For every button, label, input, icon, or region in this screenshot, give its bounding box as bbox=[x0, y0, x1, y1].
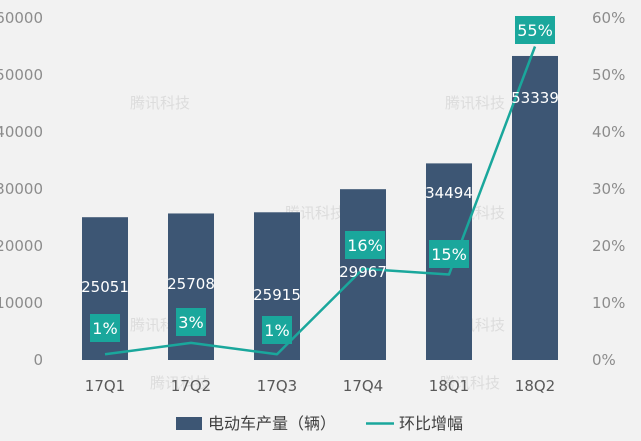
bar-value-label-18Q2: 53339 bbox=[511, 89, 559, 107]
watermark-1: 腾讯科技 bbox=[130, 94, 190, 112]
legend: 电动车产量（辆） 环比增幅 bbox=[176, 414, 463, 433]
growth-label-box-17Q2 bbox=[176, 308, 206, 336]
bars bbox=[82, 55, 558, 360]
growth-label-18Q2: 55% bbox=[517, 21, 553, 40]
right-tick-5: 50% bbox=[592, 66, 625, 84]
bar-value-label-17Q1: 25051 bbox=[81, 278, 129, 296]
left-axis-ticks: 0 10000 20000 30000 40000 50000 60000 bbox=[0, 9, 43, 369]
left-tick-1: 10000 bbox=[0, 294, 43, 312]
watermark-7: 腾讯科技 bbox=[440, 374, 500, 392]
growth-label-18Q1: 15% bbox=[431, 245, 467, 264]
growth-label-box-18Q1 bbox=[429, 240, 469, 268]
right-tick-3: 30% bbox=[592, 180, 625, 198]
left-tick-5: 50000 bbox=[0, 66, 43, 84]
growth-line-layer: 25051 25708 25915 29967 34494 53339 1% 3% 1% 16% 1… bbox=[81, 16, 559, 356]
growth-label-box-17Q4 bbox=[345, 231, 385, 259]
watermark-2: 腾讯科技 bbox=[285, 204, 345, 222]
right-axis-ticks: 0% 10% 20% 30% 40% 50% 60% bbox=[592, 9, 625, 369]
growth-line bbox=[104, 46, 537, 356]
watermark-0: 腾讯科技 bbox=[445, 94, 505, 112]
category-label-17Q2: 17Q2 bbox=[171, 377, 211, 395]
legend-bar-label: 电动车产量（辆） bbox=[208, 414, 336, 433]
bar-17Q4 bbox=[340, 189, 386, 360]
left-tick-0: 0 bbox=[33, 351, 43, 369]
category-label-17Q1: 17Q1 bbox=[85, 377, 125, 395]
right-tick-6: 60% bbox=[592, 9, 625, 27]
left-tick-2: 20000 bbox=[0, 237, 43, 255]
right-tick-1: 10% bbox=[592, 294, 625, 312]
growth-label-17Q4: 16% bbox=[347, 236, 383, 255]
left-tick-6: 60000 bbox=[0, 9, 43, 27]
bar-18Q2 bbox=[512, 55, 558, 360]
category-label-18Q1: 18Q1 bbox=[429, 377, 469, 395]
watermark-6: 腾讯科技 bbox=[150, 374, 210, 392]
category-labels: 17Q1 17Q2 17Q3 17Q4 18Q1 18Q2 bbox=[85, 377, 555, 395]
right-tick-4: 40% bbox=[592, 123, 625, 141]
bar-value-label-17Q2: 25708 bbox=[167, 275, 215, 293]
growth-label-box-17Q1 bbox=[90, 314, 120, 342]
growth-label-17Q2: 3% bbox=[178, 313, 203, 332]
left-tick-3: 30000 bbox=[0, 180, 43, 198]
bar-value-label-17Q3: 25915 bbox=[253, 286, 301, 304]
bar-value-label-17Q4: 29967 bbox=[339, 263, 387, 281]
growth-label-box-18Q2 bbox=[515, 16, 555, 44]
right-tick-0: 0% bbox=[592, 351, 616, 369]
legend-bar-swatch bbox=[176, 417, 202, 430]
right-tick-2: 20% bbox=[592, 237, 625, 255]
bar-value-label-18Q1: 34494 bbox=[425, 184, 473, 202]
left-tick-4: 40000 bbox=[0, 123, 43, 141]
growth-label-box-17Q3 bbox=[262, 316, 292, 344]
growth-label-17Q3: 1% bbox=[264, 321, 289, 340]
category-label-17Q4: 17Q4 bbox=[343, 377, 383, 395]
category-label-18Q2: 18Q2 bbox=[515, 377, 555, 395]
category-label-17Q3: 17Q3 bbox=[257, 377, 297, 395]
growth-label-17Q1: 1% bbox=[92, 319, 117, 338]
legend-line-label: 环比增幅 bbox=[399, 414, 463, 433]
